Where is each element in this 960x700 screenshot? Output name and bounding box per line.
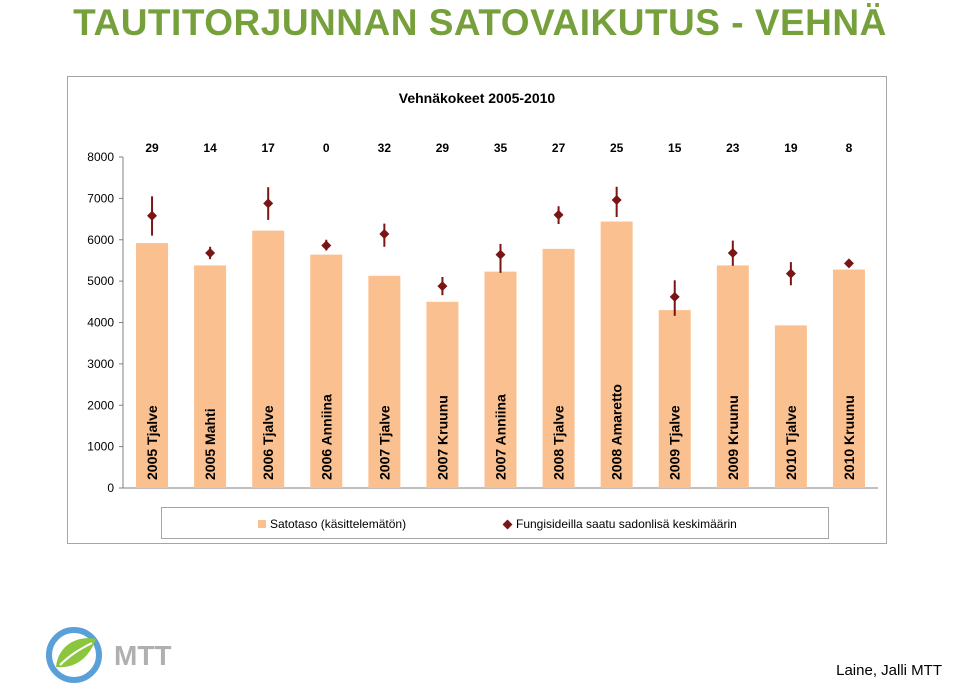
data-point-marker (669, 291, 680, 302)
legend-label-markers: Fungisideilla saatu sadonlisä keskimääri… (516, 517, 737, 531)
category-label: 2010 Kruunu (841, 395, 857, 480)
category-label: 2009 Tjalve (667, 405, 683, 480)
top-value-label: 0 (323, 141, 330, 155)
data-point-marker (843, 258, 854, 269)
category-label: 2007 Kruunu (434, 395, 450, 480)
mtt-logo-text: MTT (114, 640, 172, 671)
data-point-marker (379, 228, 390, 239)
data-point-marker (263, 198, 274, 209)
legend-label-bars: Satotaso (käsittelemätön) (270, 517, 407, 531)
category-label: 2006 Tjalve (260, 405, 276, 480)
slide-title: TAUTITORJUNNAN SATOVAIKUTUS - VEHNÄ (73, 2, 887, 43)
data-point-marker (437, 281, 448, 292)
category-label: 2008 Amaretto (609, 384, 625, 480)
y-tick-label: 4000 (87, 316, 114, 330)
bar (658, 310, 691, 488)
bar (136, 243, 169, 488)
legend-swatch-bar (258, 520, 266, 528)
bar (600, 221, 633, 489)
top-value-label: 27 (552, 141, 566, 155)
category-label: 2008 Tjalve (551, 405, 567, 480)
chart-title: Vehnäkokeet 2005-2010 (398, 90, 556, 106)
top-value-label: 25 (610, 141, 624, 155)
bar (542, 248, 575, 488)
top-value-label: 14 (203, 141, 217, 155)
bar (368, 275, 401, 488)
category-label: 2007 Anniina (493, 394, 509, 480)
top-value-label: 35 (494, 141, 508, 155)
chart-legend: Satotaso (käsittelemätön) Fungisideilla … (161, 507, 829, 539)
legend-item-markers: Fungisideilla saatu sadonlisä keskimääri… (502, 517, 737, 531)
data-point-marker (727, 247, 738, 258)
data-point-marker (785, 268, 796, 279)
author-credit: Laine, Jalli MTT (836, 662, 942, 679)
y-tick-label: 8000 (87, 150, 114, 164)
category-label: 2005 Mahti (202, 408, 218, 480)
chart-plot: 0 1000 2000 3000 4000 5000 6000 7000 8000 2005 Tj… (87, 141, 878, 495)
category-label: 2006 Anniina (318, 394, 334, 480)
mtt-leaf-icon (46, 627, 102, 683)
category-label: 2005 Tjalve (144, 405, 160, 480)
mtt-logo: MTT (46, 627, 172, 683)
category-label: 2010 Tjalve (783, 405, 799, 480)
top-value-label: 15 (668, 141, 682, 155)
y-tick-label: 1000 (87, 440, 114, 454)
top-value-label: 29 (436, 141, 450, 155)
bar (484, 271, 517, 488)
category-label: 2009 Kruunu (725, 395, 741, 480)
legend-swatch-diamond (502, 519, 513, 529)
bar (426, 301, 459, 488)
legend-item-bars: Satotaso (käsittelemätön) (258, 517, 406, 531)
y-tick-label: 6000 (87, 233, 114, 247)
category-label: 2007 Tjalve (376, 405, 392, 480)
top-value-label: 23 (726, 141, 740, 155)
bar (252, 230, 285, 488)
bar (194, 265, 227, 488)
top-value-label: 32 (378, 141, 392, 155)
data-point-marker (495, 249, 506, 260)
bar (832, 269, 865, 488)
bar (774, 325, 807, 488)
top-value-label: 19 (784, 141, 798, 155)
top-value-label: 29 (145, 141, 159, 155)
top-value-label: 8 (846, 141, 853, 155)
y-tick-label: 3000 (87, 357, 114, 371)
data-point-marker (205, 247, 216, 258)
bar (716, 265, 749, 488)
data-point-marker (321, 240, 332, 251)
bar (310, 254, 343, 488)
y-tick-label: 5000 (87, 274, 114, 288)
data-point-marker (553, 209, 564, 220)
y-tick-label: 2000 (87, 398, 114, 412)
y-tick-label: 7000 (87, 191, 114, 205)
y-tick-label: 0 (107, 481, 114, 495)
top-value-label: 17 (262, 141, 276, 155)
chart-frame: Vehnäkokeet 2005-2010 0 1000 2000 3000 4000 5… (67, 76, 887, 544)
data-point-marker (611, 195, 622, 206)
data-point-marker (147, 210, 158, 221)
